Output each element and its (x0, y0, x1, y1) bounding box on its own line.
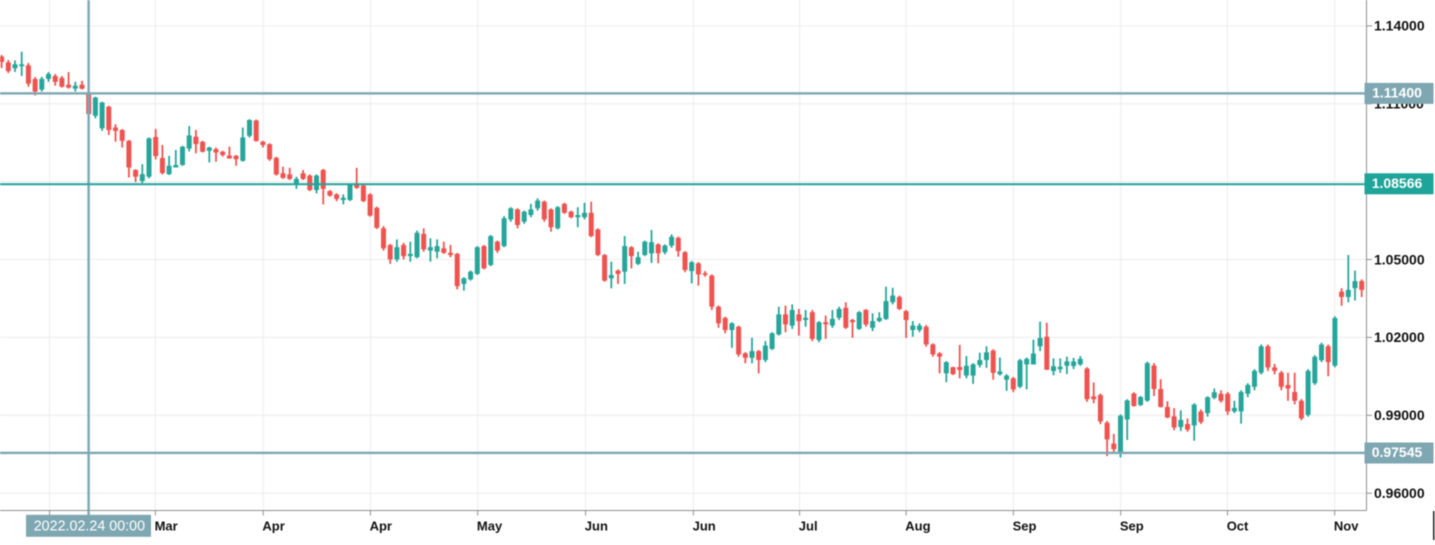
svg-text:1.02000: 1.02000 (1374, 329, 1425, 345)
svg-text:Mar: Mar (155, 519, 178, 534)
svg-text:Aug: Aug (905, 519, 930, 534)
svg-text:Jun: Jun (585, 519, 608, 534)
svg-text:Sep: Sep (1120, 519, 1144, 534)
svg-text:1.05000: 1.05000 (1374, 252, 1425, 268)
svg-text:1.14000: 1.14000 (1374, 17, 1425, 33)
svg-text:0.97545: 0.97545 (1372, 444, 1423, 460)
svg-text:1.11400: 1.11400 (1372, 84, 1422, 100)
svg-text:Oct: Oct (1227, 519, 1249, 534)
svg-text:Sep: Sep (1013, 519, 1037, 534)
svg-text:2022.02.24 00:00: 2022.02.24 00:00 (34, 518, 145, 534)
svg-text:0.96000: 0.96000 (1374, 485, 1425, 501)
svg-text:Jun: Jun (693, 519, 716, 534)
svg-text:May: May (477, 519, 503, 534)
svg-text:Nov: Nov (1334, 519, 1359, 534)
svg-text:Jul: Jul (799, 519, 818, 534)
svg-text:0.99000: 0.99000 (1374, 407, 1425, 423)
svg-text:Apr: Apr (262, 519, 284, 534)
svg-text:1.08566: 1.08566 (1372, 175, 1423, 191)
svg-text:Apr: Apr (370, 519, 392, 534)
